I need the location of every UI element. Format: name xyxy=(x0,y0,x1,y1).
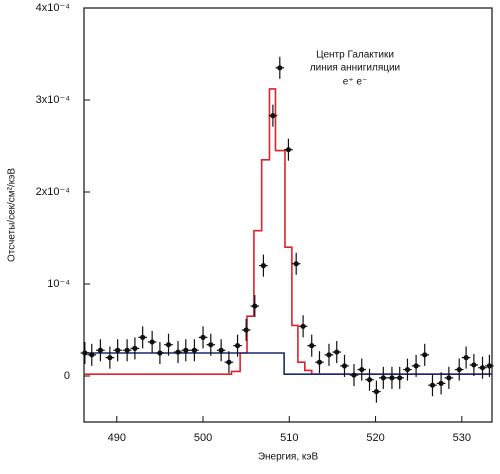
data-point xyxy=(260,263,267,269)
data-point xyxy=(82,350,88,356)
x-axis-label: Энергия, кэВ xyxy=(258,452,319,463)
data-point xyxy=(366,377,373,383)
data-point xyxy=(277,65,283,71)
data-point xyxy=(124,347,130,353)
data-point xyxy=(149,339,155,345)
data-point xyxy=(165,342,172,348)
data-point xyxy=(218,347,224,353)
data-point xyxy=(300,323,306,329)
data-point xyxy=(226,359,232,365)
data-point xyxy=(270,113,276,119)
data-point xyxy=(191,347,198,353)
data-point xyxy=(463,355,469,361)
data-point xyxy=(380,375,386,381)
y-tick-label: 10⁻⁴ xyxy=(47,278,70,290)
data-point xyxy=(115,347,121,353)
data-point xyxy=(309,343,315,349)
data-point xyxy=(341,363,348,369)
data-point xyxy=(107,355,113,361)
x-tick-label: 520 xyxy=(366,432,384,444)
data-point xyxy=(285,147,292,153)
data-point xyxy=(389,375,395,381)
data-point xyxy=(234,343,241,349)
data-point xyxy=(293,261,299,267)
y-tick-label: 3x10⁻⁴ xyxy=(36,94,71,106)
data-point xyxy=(252,303,258,309)
data-point xyxy=(373,389,380,395)
y-axis-label: Отсчеты/сек/см²/кэВ xyxy=(7,168,18,262)
data-point xyxy=(397,375,403,381)
data-point xyxy=(446,375,452,381)
data-point xyxy=(175,349,181,355)
x-tick-label: 530 xyxy=(453,432,471,444)
data-point xyxy=(183,347,189,353)
y-tick-label: 2x10⁻⁴ xyxy=(36,186,71,198)
data-point xyxy=(479,365,486,371)
data-point xyxy=(97,347,103,353)
annotation: e⁺ e⁻ xyxy=(343,77,367,88)
data-point xyxy=(404,366,411,373)
data-point xyxy=(89,352,95,358)
data-point xyxy=(456,366,462,373)
data-point xyxy=(243,327,249,333)
data-point xyxy=(486,363,493,369)
data-point xyxy=(471,362,477,368)
data-point xyxy=(334,349,340,355)
y-tick-label: 0 xyxy=(64,370,70,382)
data-point xyxy=(422,352,428,358)
data-point xyxy=(132,345,138,351)
data-point xyxy=(208,342,214,348)
data-point xyxy=(316,359,323,365)
data-point xyxy=(157,350,163,356)
data-point xyxy=(359,366,365,373)
data-point xyxy=(429,382,436,388)
x-tick-label: 510 xyxy=(280,432,298,444)
plot-frame xyxy=(83,7,493,423)
data-point xyxy=(351,372,357,378)
y-tick-label: 4x10⁻⁴ xyxy=(36,2,71,14)
step-line xyxy=(84,352,492,375)
data-point xyxy=(438,380,444,386)
data-point xyxy=(326,352,332,358)
annotation: Центр Галактики xyxy=(316,50,394,61)
x-tick-label: 500 xyxy=(194,432,212,444)
annotation: линия аннигиляции xyxy=(310,63,400,74)
step-line xyxy=(84,88,492,375)
x-tick-label: 490 xyxy=(108,432,126,444)
data-point xyxy=(140,334,146,340)
data-point xyxy=(413,363,419,369)
data-point xyxy=(200,334,206,340)
